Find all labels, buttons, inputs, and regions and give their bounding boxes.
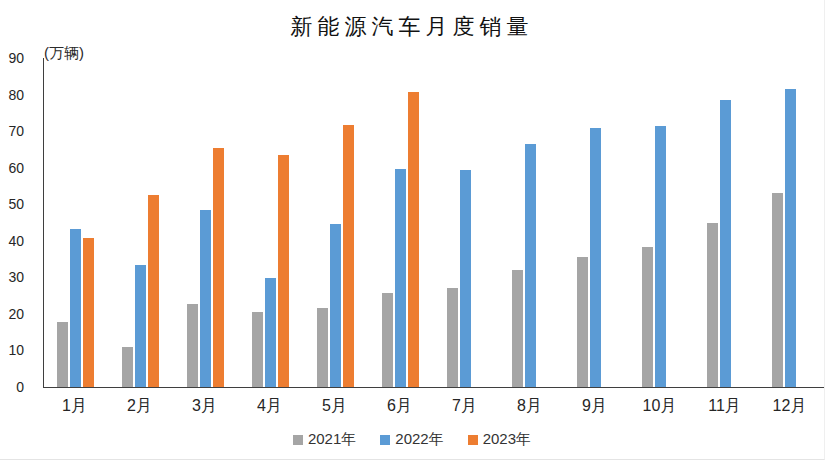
x-axis-tick-label: 9月 [582,396,607,417]
y-axis-tick-label: 0 [0,379,24,395]
bar-2021年-5月 [317,308,328,387]
bar-group-8月 [512,144,549,387]
bar-2023年-3月 [213,148,224,387]
y-axis-tick-label: 30 [0,269,24,285]
y-axis-tick-label: 50 [0,196,24,212]
bar-2021年-1月 [57,322,68,387]
y-axis-tick-label: 40 [0,233,24,249]
bar-2022年-1月 [70,229,81,387]
bar-2021年-2月 [122,347,133,387]
x-axis-tick-label: 3月 [192,396,217,417]
bar-group-1月 [57,229,94,387]
legend-item-2022年: 2022年 [380,430,443,449]
y-axis-tick-label: 70 [0,123,24,139]
legend-swatch-icon [293,435,303,445]
legend-label: 2023年 [483,430,531,449]
bar-2021年-4月 [252,312,263,387]
bar-2022年-3月 [200,210,211,387]
bar-2022年-11月 [720,100,731,387]
legend-swatch-icon [468,435,478,445]
chart-title: 新能源汽车月度销量 [0,12,824,42]
y-axis-tick-label: 90 [0,50,24,66]
x-axis-tick-label: 4月 [257,396,282,417]
bar-2022年-9月 [590,128,601,387]
bar-group-2月 [122,195,159,387]
bar-group-7月 [447,170,484,387]
bar-2023年-4月 [278,155,289,387]
bar-2023年-6月 [408,92,419,387]
bar-2021年-10月 [642,247,653,387]
x-axis-tick-label: 8月 [517,396,542,417]
plot-area [43,58,825,388]
legend-label: 2022年 [395,430,443,449]
legend-item-2021年: 2021年 [293,430,356,449]
x-axis-tick-label: 2月 [127,396,152,417]
bar-2021年-6月 [382,293,393,387]
legend-label: 2021年 [308,430,356,449]
legend-item-2023年: 2023年 [468,430,531,449]
x-axis-tick-label: 1月 [62,396,87,417]
bar-group-12月 [772,89,809,387]
x-axis-tick-label: 6月 [387,396,412,417]
bar-2022年-2月 [135,265,146,387]
bar-2022年-12月 [785,89,796,387]
bar-2022年-7月 [460,170,471,387]
bar-2022年-5月 [330,224,341,387]
bar-2023年-1月 [83,238,94,387]
bar-group-5月 [317,125,354,387]
bar-group-11月 [707,100,744,387]
y-axis: 0 10 20 30 40 50 60 70 80 90 [0,0,32,400]
bar-group-3月 [187,148,224,387]
y-axis-tick-label: 20 [0,306,24,322]
bar-group-10月 [642,126,679,387]
y-axis-tick-label: 80 [0,87,24,103]
bar-2022年-8月 [525,144,536,387]
y-axis-tick-label: 10 [0,342,24,358]
bar-2022年-4月 [265,278,276,387]
bar-2021年-3月 [187,304,198,387]
bar-group-9月 [577,128,614,387]
bar-group-6月 [382,92,419,387]
bar-2021年-8月 [512,270,523,387]
x-axis-tick-label: 10月 [643,396,677,417]
bar-2023年-2月 [148,195,159,387]
x-axis-tick-label: 5月 [322,396,347,417]
bar-group-4月 [252,155,289,387]
y-axis-tick-label: 60 [0,160,24,176]
chart: 新能源汽车月度销量 (万辆) 0102030405060708090 1月2月3… [0,0,825,460]
x-axis-tick-label: 11月 [708,396,741,417]
bar-2022年-6月 [395,169,406,387]
bar-2021年-12月 [772,193,783,387]
legend-swatch-icon [380,435,390,445]
bar-2021年-11月 [707,223,718,388]
bar-2023年-5月 [343,125,354,387]
x-axis-tick-label: 12月 [773,396,807,417]
bar-2021年-7月 [447,288,458,387]
x-axis-tick-label: 7月 [452,396,477,417]
legend: 2021年 2022年 2023年 [0,430,824,449]
bar-2021年-9月 [577,257,588,388]
bar-2022年-10月 [655,126,666,387]
